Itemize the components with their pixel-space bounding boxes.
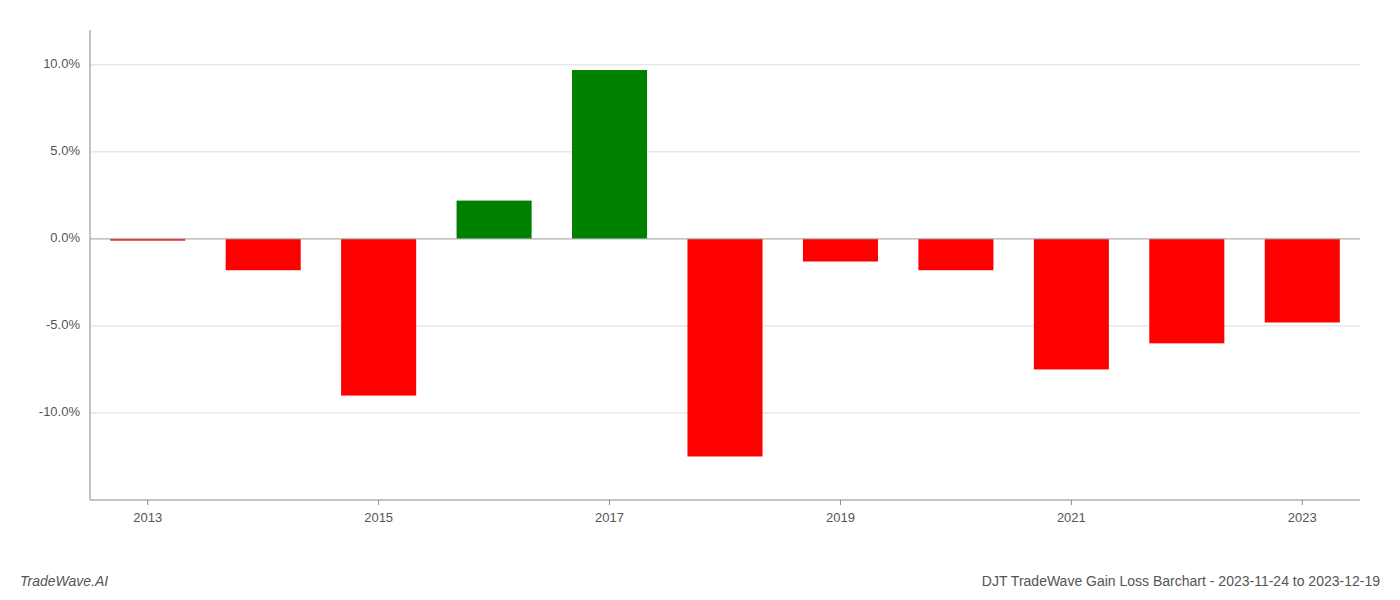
x-tick [147, 500, 148, 505]
chart-svg: -10.0% -5.0% 0.0% 5.0% 10.0% 2013 2015 2017 2019… [0, 0, 1400, 600]
bar [226, 239, 301, 270]
grid-line [90, 64, 1360, 65]
x-tick-label: 2013 [133, 510, 162, 525]
bar [1265, 239, 1340, 323]
zero-line [90, 238, 1360, 239]
y-tick-label: 10.0% [43, 56, 80, 71]
y-tick-label: -10.0% [39, 404, 81, 419]
x-tick [1302, 500, 1303, 505]
bar [1149, 239, 1224, 343]
bar [803, 239, 878, 262]
watermark: TradeWave.AI [20, 573, 108, 589]
y-axis-line [90, 30, 91, 500]
bar [341, 239, 416, 396]
x-tick-label: 2023 [1288, 510, 1317, 525]
x-tick [378, 500, 379, 505]
grid-line [90, 238, 1360, 239]
bar [572, 70, 647, 239]
grid-line [90, 151, 1360, 152]
bar [687, 239, 762, 457]
x-tick-label: 2017 [595, 510, 624, 525]
y-tick-label: 0.0% [50, 230, 80, 245]
x-tick-label: 2019 [826, 510, 855, 525]
bar [457, 201, 532, 239]
bars [110, 70, 1340, 456]
chart-container: -10.0% -5.0% 0.0% 5.0% 10.0% 2013 2015 2017 2019… [0, 0, 1400, 600]
title: DJT TradeWave Gain Loss Barchart - 2023-… [982, 573, 1380, 589]
x-tick-label: 2015 [364, 510, 393, 525]
bar [918, 239, 993, 270]
x-axis-line [90, 500, 1360, 501]
x-tick [609, 500, 610, 505]
x-tick [1071, 500, 1072, 505]
x-tick [840, 500, 841, 505]
y-axis: -10.0% -5.0% 0.0% 5.0% 10.0% [39, 30, 90, 500]
x-tick-label: 2021 [1057, 510, 1086, 525]
y-tick-label: -5.0% [46, 317, 80, 332]
x-axis: 2013 2015 2017 2019 2021 2023 [90, 500, 1360, 525]
y-tick-label: 5.0% [50, 143, 80, 158]
bar [1034, 239, 1109, 370]
